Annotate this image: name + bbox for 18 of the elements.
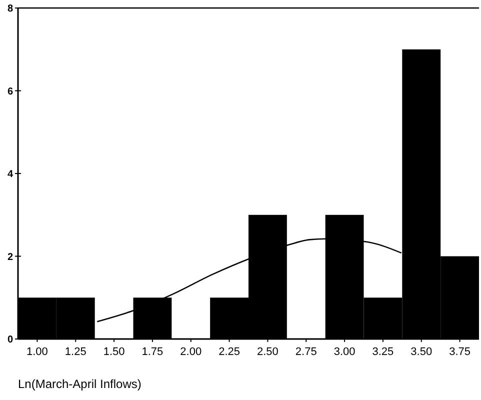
x-tick-label: 3.75 [449, 346, 471, 358]
y-tick-label: 2 [7, 252, 14, 263]
y-tick-label: 6 [7, 86, 14, 98]
x-tick-label: 1.50 [103, 346, 125, 358]
y-tick-label: 4 [7, 169, 14, 180]
x-tick-label: 2.00 [180, 346, 202, 358]
x-tick-label: 3.00 [334, 346, 356, 358]
x-axis-title: Ln(March-April Inflows) [18, 377, 142, 391]
x-tick-label: 2.25 [218, 346, 240, 358]
x-tick-label: 1.00 [26, 346, 48, 358]
x-tick-label: 1.75 [142, 346, 164, 358]
x-tick-label: 2.75 [295, 346, 317, 358]
x-tick-label: 3.50 [410, 346, 432, 358]
x-tick-label: 3.25 [372, 346, 394, 358]
y-tick-label: 8 [7, 4, 14, 14]
x-tick-label: 2.50 [256, 346, 278, 358]
x-tick-label: 1.25 [64, 346, 86, 358]
y-tick-label: 0 [7, 334, 14, 346]
